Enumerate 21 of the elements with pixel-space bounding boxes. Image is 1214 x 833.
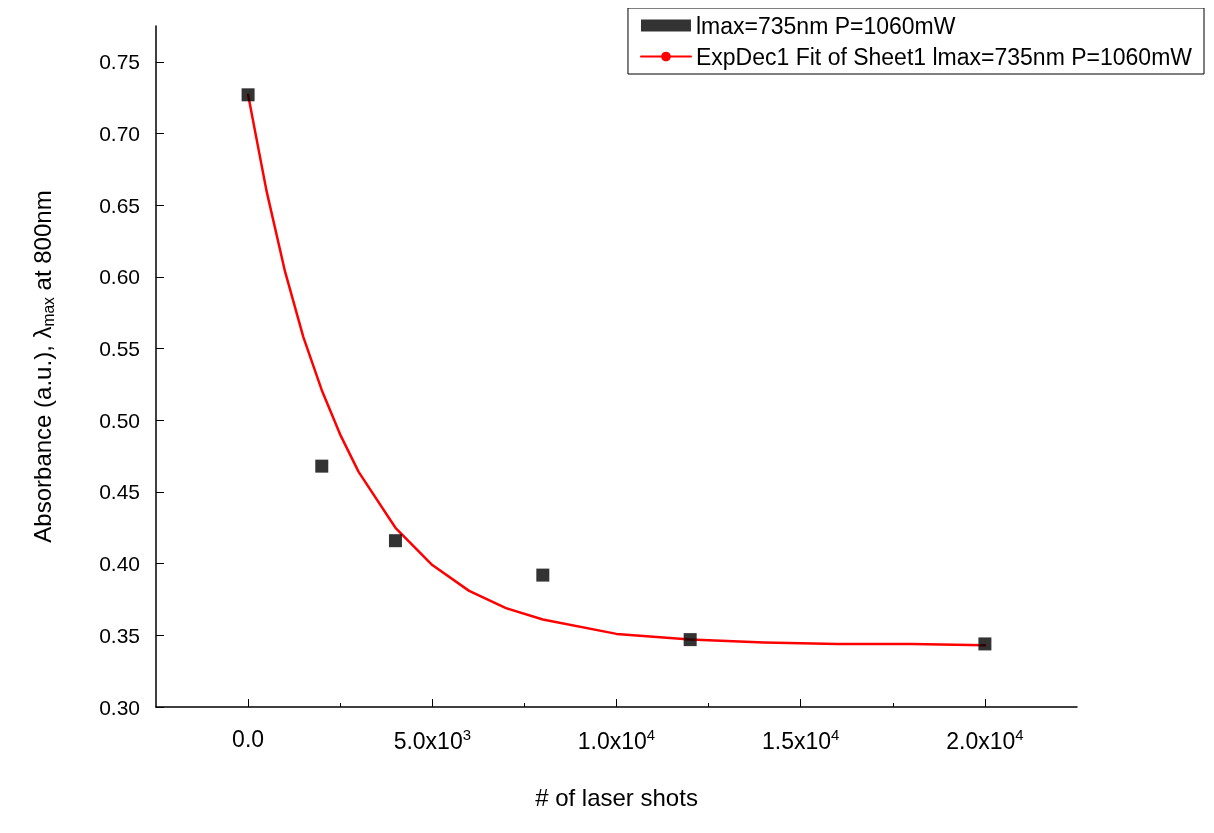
y-axis-title: Absorbance (a.u.), λmax at 800nm (28, 190, 57, 543)
y-tick-label: 0.45 (99, 480, 140, 504)
y-tick-label: 0.40 (99, 552, 140, 576)
y-tick-label: 0.35 (99, 623, 140, 647)
y-tick-label: 0.70 (99, 122, 140, 146)
y-tick-label: 0.65 (99, 193, 140, 217)
point (978, 637, 992, 651)
y-tick-label: 0.30 (99, 695, 140, 719)
point (683, 633, 697, 647)
x-tick-label: 0.0 (232, 725, 265, 752)
point (241, 88, 255, 102)
y-tick-label: 0.60 (99, 265, 140, 289)
y-tick-label: 0.55 (99, 337, 140, 361)
point (536, 568, 550, 582)
y-tick-label: 0.75 (99, 50, 140, 74)
point (388, 534, 402, 548)
x-axis-title: # of laser shots (535, 783, 698, 811)
y-tick-label: 0.50 (99, 408, 140, 432)
point (315, 459, 329, 473)
legend-label: ExpDec1 Fit of Sheet1 lmax=735nm P=1060mW (695, 43, 1193, 70)
legend-label: lmax=735nm P=1060mW (695, 12, 956, 39)
